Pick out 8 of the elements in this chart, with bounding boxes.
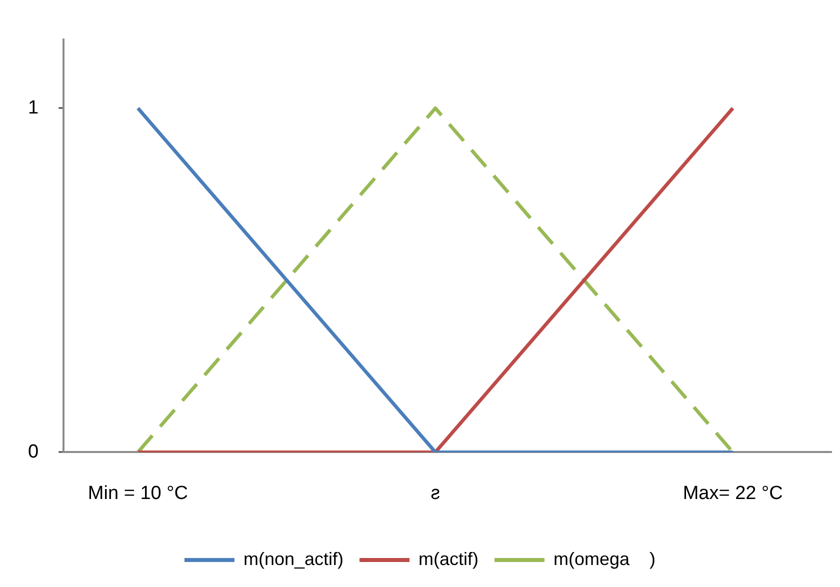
x-tick-label: Min = 10 °C: [88, 482, 188, 504]
y-tick-label: 0: [28, 441, 39, 462]
legend-label: m(omega ): [554, 548, 656, 569]
legend-label: m(non_actif): [243, 548, 344, 569]
legend-label: m(actif): [418, 548, 479, 569]
x-tick-label: Max= 22 °C: [682, 482, 783, 504]
y-tick-label: 1: [28, 97, 39, 118]
x-tick-label: ƨ: [430, 482, 440, 504]
